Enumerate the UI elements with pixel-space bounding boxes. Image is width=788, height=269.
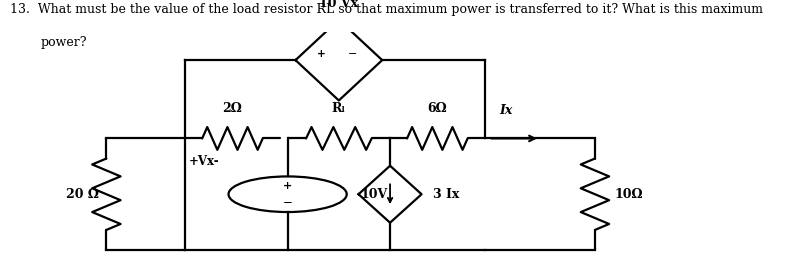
Text: power?: power? [41,36,87,49]
Text: +Vx-: +Vx- [189,155,220,168]
Text: −: − [283,196,292,209]
Text: 13.  What must be the value of the load resistor RL so that maximum power is tra: 13. What must be the value of the load r… [10,3,764,16]
Text: 20 Ω: 20 Ω [65,188,98,201]
Text: −: − [348,49,358,59]
Text: Ix: Ix [500,104,513,117]
Text: 10 Vx: 10 Vx [319,0,359,10]
Text: +: + [283,181,292,191]
Text: 6Ω: 6Ω [427,102,448,115]
Text: +: + [317,49,326,59]
Text: 10Ω: 10Ω [615,188,643,201]
Text: 10V: 10V [361,188,388,201]
Text: 2Ω: 2Ω [222,102,243,115]
Text: 3 Ix: 3 Ix [433,188,459,201]
Text: Rₗ: Rₗ [332,102,346,115]
